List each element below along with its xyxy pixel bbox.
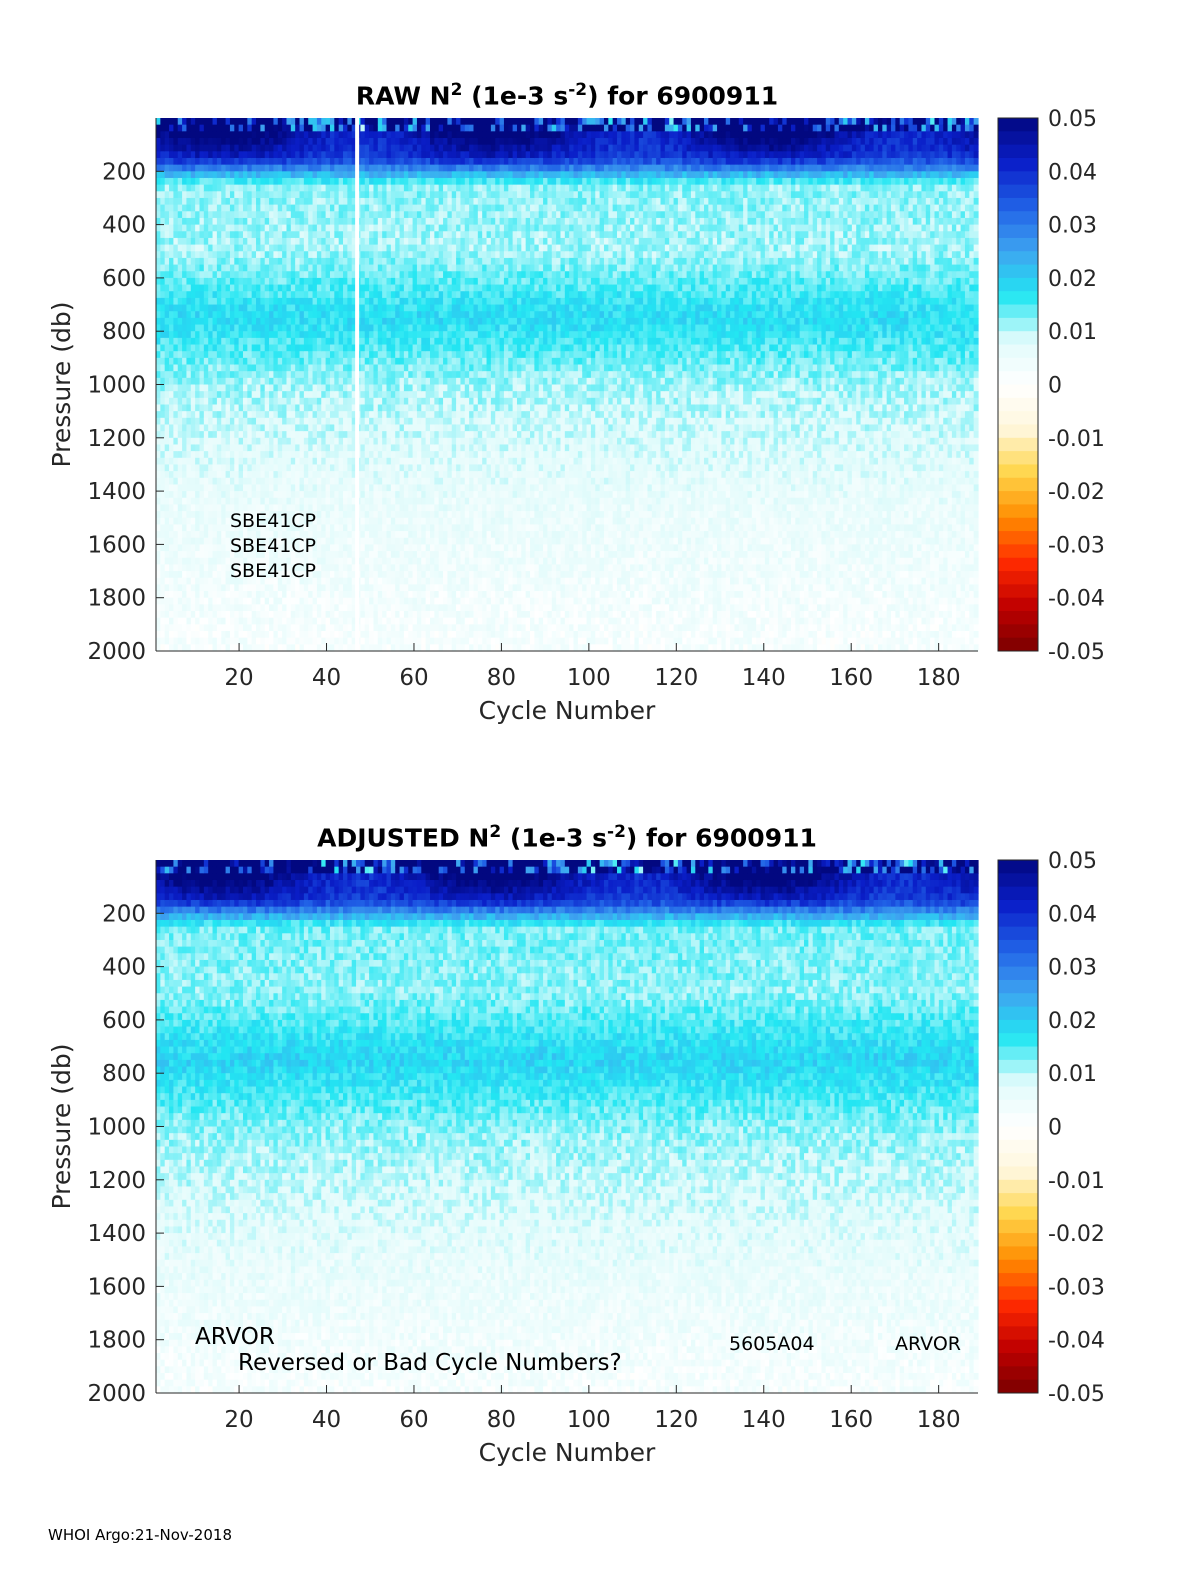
- adjusted-plot-title: ADJUSTED N2 (1e-3 s-2) for 6900911: [156, 822, 978, 852]
- adjusted-n2-heatmap-chart: 20 40 60 80 100 120 140 160 180 200 400 600 800 1000 1…: [47, 849, 1105, 1467]
- colorbar-tick-label: 0.01: [1048, 320, 1097, 345]
- colorbar-tick-label: 0.03: [1048, 956, 1097, 981]
- x-tick-label: 140: [742, 1407, 786, 1433]
- y-tick-label: 200: [102, 901, 146, 927]
- x-tick-label: 120: [654, 1407, 698, 1433]
- missing-cycle-gap: [355, 118, 360, 651]
- colorbar-tick-label: 0.04: [1048, 902, 1097, 927]
- colorbar-tick-label: 0.02: [1048, 1009, 1097, 1034]
- raw-n2-heatmap-chart: 20 40 60 80 100 120 140 160 180 200 400 600 800 1000 1…: [47, 107, 1105, 725]
- colorbar-tick-label: -0.04: [1048, 587, 1105, 612]
- x-tick-label: 20: [224, 1407, 253, 1433]
- colorbar-tick-label: 0.03: [1048, 214, 1097, 239]
- colorbar-tick-label: 0.05: [1048, 107, 1097, 132]
- x-axis-label: Cycle Number: [479, 1438, 656, 1467]
- adjusted-n2-panel: ADJUSTED N2 (1e-3 s-2) for 6900911 20 40 6…: [0, 742, 1200, 1482]
- x-tick-label: 40: [312, 665, 341, 691]
- x-tick-label: 20: [224, 665, 253, 691]
- x-tick-label: 100: [567, 1407, 611, 1433]
- colorbar-tick-label: -0.01: [1048, 1169, 1105, 1194]
- colorbar-tick-label: 0.04: [1048, 160, 1097, 185]
- y-tick-label: 400: [102, 213, 146, 239]
- y-tick-label: 800: [102, 1061, 146, 1087]
- y-tick-label: 600: [102, 1008, 146, 1034]
- chart-annotation: SBE41CP: [230, 535, 316, 557]
- x-tick-label: 60: [399, 665, 428, 691]
- x-tick-label: 40: [312, 1407, 341, 1433]
- x-tick-label: 160: [829, 1407, 873, 1433]
- colorbar-tick-label: 0: [1048, 374, 1062, 399]
- chart-annotation: SBE41CP: [230, 510, 316, 532]
- x-tick-label: 120: [654, 665, 698, 691]
- y-tick-label: 2000: [87, 1381, 146, 1407]
- chart-annotation: 5605A04: [729, 1333, 815, 1355]
- y-tick-label: 1400: [87, 1221, 146, 1247]
- colorbar-tick-label: 0.05: [1048, 849, 1097, 874]
- y-axis-label: Pressure (db): [47, 302, 76, 468]
- y-tick-label: 800: [102, 319, 146, 345]
- y-axis-label: Pressure (db): [47, 1044, 76, 1210]
- raw-plot-title: RAW N2 (1e-3 s-2) for 6900911: [156, 80, 978, 110]
- colorbar-tick-label: -0.05: [1048, 640, 1105, 665]
- chart-annotation: ARVOR: [195, 1324, 275, 1350]
- colorbar-tick-label: -0.03: [1048, 1275, 1105, 1300]
- colorbar-tick-label: -0.04: [1048, 1329, 1105, 1354]
- y-tick-label: 1400: [87, 479, 146, 505]
- y-tick-label: 1800: [87, 586, 146, 612]
- heatmap-cells: [156, 118, 979, 652]
- colorbar-tick-label: -0.02: [1048, 1222, 1105, 1247]
- x-tick-label: 80: [487, 665, 516, 691]
- colorbar-tick-label: -0.03: [1048, 533, 1105, 558]
- colorbar-tick-label: 0.02: [1048, 267, 1097, 292]
- x-axis-label: Cycle Number: [479, 696, 656, 725]
- x-tick-label: 180: [917, 665, 961, 691]
- colorbar: [997, 117, 1039, 652]
- colorbar-tick-label: -0.02: [1048, 480, 1105, 505]
- x-tick-label: 100: [567, 665, 611, 691]
- x-tick-label: 160: [829, 665, 873, 691]
- x-tick-label: 60: [399, 1407, 428, 1433]
- y-tick-label: 1200: [87, 1168, 146, 1194]
- y-tick-label: 1200: [87, 426, 146, 452]
- y-tick-label: 400: [102, 955, 146, 981]
- y-tick-label: 1000: [87, 373, 146, 399]
- y-tick-label: 1000: [87, 1115, 146, 1141]
- y-tick-label: 200: [102, 159, 146, 185]
- y-tick-label: 1600: [87, 532, 146, 558]
- colorbar-tick-label: -0.05: [1048, 1382, 1105, 1407]
- colorbar-tick-label: 0: [1048, 1116, 1062, 1141]
- x-tick-label: 80: [487, 1407, 516, 1433]
- y-tick-label: 2000: [87, 639, 146, 665]
- y-tick-label: 1600: [87, 1274, 146, 1300]
- x-tick-label: 180: [917, 1407, 961, 1433]
- x-tick-label: 140: [742, 665, 786, 691]
- y-tick-label: 1800: [87, 1328, 146, 1354]
- colorbar-tick-label: -0.01: [1048, 427, 1105, 452]
- colorbar: [997, 859, 1039, 1394]
- heatmap-cells: [156, 860, 979, 1394]
- raw-n2-panel: RAW N2 (1e-3 s-2) for 6900911 20 40 60 80 10…: [0, 0, 1200, 740]
- y-tick-label: 600: [102, 266, 146, 292]
- colorbar-tick-label: 0.01: [1048, 1062, 1097, 1087]
- chart-annotation: ARVOR: [895, 1333, 961, 1355]
- chart-annotation: Reversed or Bad Cycle Numbers?: [238, 1350, 622, 1376]
- chart-annotation: SBE41CP: [230, 560, 316, 582]
- footer-credit: WHOI Argo:21-Nov-2018: [48, 1526, 232, 1544]
